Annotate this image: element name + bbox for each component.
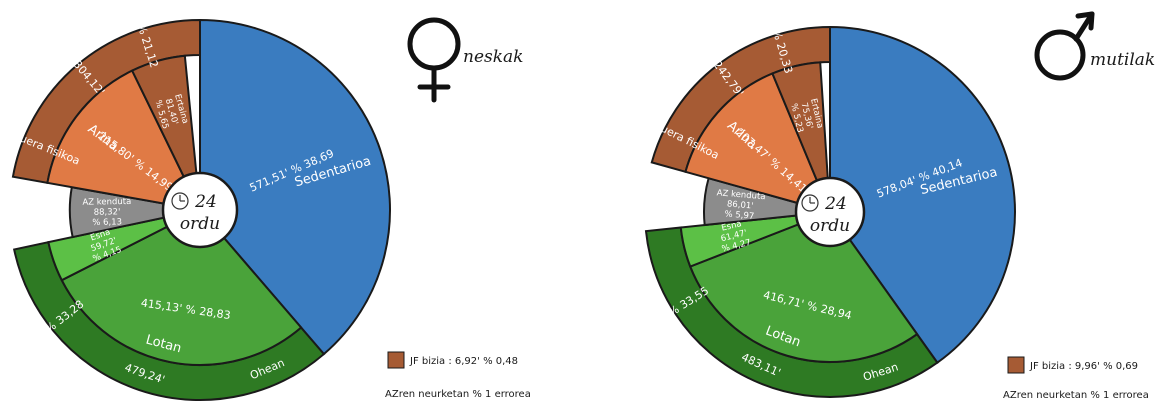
female-symbol-icon <box>407 17 461 103</box>
slice-lotan-0 <box>60 208 303 366</box>
label-az-kenduta-1: AZ kenduta86,01'% 5,97 <box>715 188 766 222</box>
slice-sedentarioa-0 <box>199 18 391 356</box>
center-label-unit-1: ordu <box>810 216 850 236</box>
label-az-kenduta-0: AZ kenduta88,32'% 6,13 <box>82 197 131 228</box>
label-az-kenduta-1-line-2: % 5,97 <box>724 209 754 221</box>
jf-bizia-swatch-1 <box>1007 356 1025 374</box>
label-az-kenduta-0-line-2: % 6,13 <box>92 217 122 227</box>
jf-bizia-note-1: JF bizia : 9,96' % 0,69 <box>1029 361 1138 372</box>
female-label: neskak <box>463 47 523 67</box>
clock-icon <box>171 192 189 210</box>
error-note-1: AZren neurketan % 1 errorea <box>1003 390 1149 401</box>
slice-arina-1 <box>684 72 832 214</box>
label-az-kenduta-0-line-1: 88,32' <box>94 207 121 217</box>
label-az-kenduta-1-line-1: 86,01' <box>727 199 754 211</box>
slice-ertaina-1 <box>771 61 831 213</box>
error-note-0: AZren neurketan % 1 errorea <box>385 389 531 400</box>
label-esna-0: Esna59,72'% 4,15 <box>85 226 123 265</box>
clock-icon <box>801 194 819 212</box>
label-az-kenduta-0-line-0: AZ kenduta <box>82 197 131 208</box>
slice-arina-0 <box>46 69 202 212</box>
center-label-unit-0: ordu <box>180 214 220 234</box>
slice-ertaina-0 <box>130 54 201 211</box>
male-symbol-icon <box>1034 11 1095 81</box>
center-hole-0 <box>161 171 239 249</box>
center-label-hours-0: 24 <box>194 192 217 212</box>
label-esna-1-line-0: Esna <box>721 219 743 234</box>
male-label: mutilak <box>1090 50 1155 70</box>
center-label-hours-1: 24 <box>824 194 847 214</box>
slice-lotan-1 <box>688 210 919 363</box>
slice-sedentarioa-1 <box>829 25 1016 365</box>
jf-bizia-note-0: JF bizia : 6,92' % 0,48 <box>409 356 518 367</box>
jf-bizia-swatch-0 <box>387 351 405 369</box>
label-az-kenduta-1-line-0: AZ kenduta <box>716 188 766 202</box>
slice-esna-1 <box>679 211 831 268</box>
slice-esna-0 <box>47 209 201 282</box>
